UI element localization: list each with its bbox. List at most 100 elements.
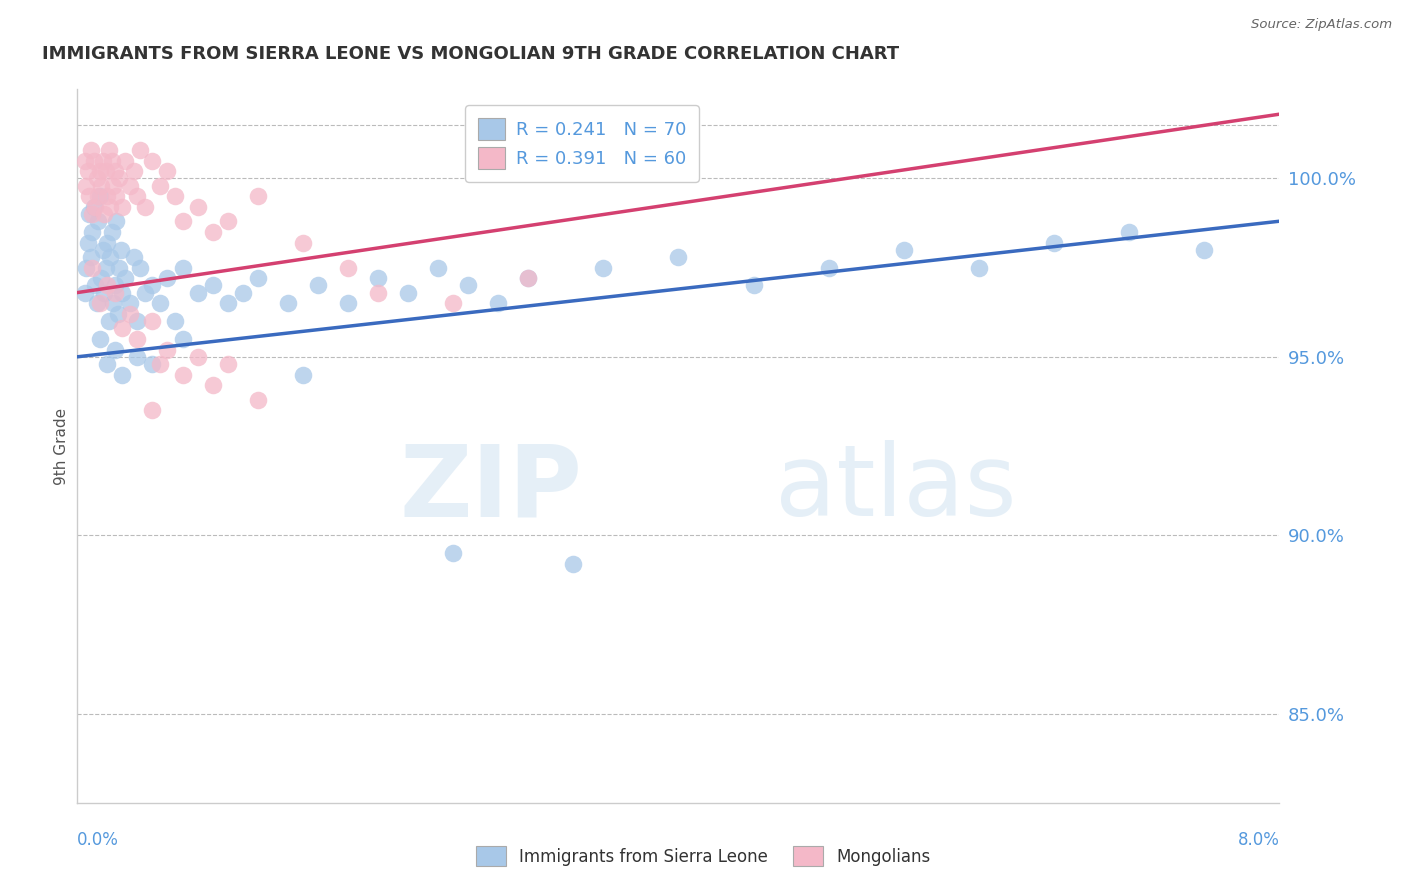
- Point: [105, 189, 128, 203]
- Text: Source: ZipAtlas.com: Source: ZipAtlas.com: [1251, 18, 1392, 31]
- Point: [73, 153, 96, 168]
- Point: [141, 314, 163, 328]
- Point: [141, 357, 163, 371]
- Point: [103, 296, 125, 310]
- Point: [967, 260, 990, 275]
- Point: [291, 235, 314, 250]
- Point: [82, 225, 104, 239]
- Point: [89, 332, 111, 346]
- Point: [246, 392, 269, 407]
- Point: [118, 307, 141, 321]
- Point: [127, 350, 149, 364]
- Point: [93, 207, 115, 221]
- Point: [80, 250, 103, 264]
- Point: [75, 260, 97, 275]
- Point: [742, 278, 765, 293]
- Point: [94, 164, 117, 178]
- Point: [668, 250, 690, 264]
- Point: [108, 171, 131, 186]
- Point: [118, 296, 141, 310]
- Point: [89, 164, 111, 178]
- Point: [149, 357, 172, 371]
- Point: [110, 243, 132, 257]
- Point: [277, 296, 299, 310]
- Point: [105, 214, 128, 228]
- Point: [104, 343, 127, 357]
- Point: [104, 278, 127, 293]
- Point: [246, 189, 269, 203]
- Point: [127, 332, 149, 346]
- Point: [100, 250, 122, 264]
- Point: [111, 321, 134, 335]
- Point: [129, 143, 152, 157]
- Point: [134, 285, 156, 300]
- Text: ZIP: ZIP: [399, 441, 582, 537]
- Point: [86, 171, 108, 186]
- Text: atlas: atlas: [775, 441, 1017, 537]
- Point: [100, 200, 122, 214]
- Point: [1043, 235, 1066, 250]
- Point: [94, 260, 117, 275]
- Point: [93, 285, 115, 300]
- Text: 8.0%: 8.0%: [1237, 831, 1279, 849]
- Point: [90, 271, 112, 285]
- Point: [1194, 243, 1216, 257]
- Point: [111, 285, 134, 300]
- Point: [96, 189, 118, 203]
- Point: [82, 260, 104, 275]
- Point: [201, 225, 224, 239]
- Point: [104, 285, 127, 300]
- Point: [163, 314, 186, 328]
- Point: [76, 164, 98, 178]
- Point: [89, 296, 111, 310]
- Point: [73, 285, 96, 300]
- Point: [108, 260, 131, 275]
- Point: [367, 285, 389, 300]
- Point: [101, 153, 124, 168]
- Point: [156, 164, 179, 178]
- Point: [97, 314, 120, 328]
- Point: [232, 285, 254, 300]
- Point: [172, 260, 194, 275]
- Point: [307, 278, 329, 293]
- Point: [111, 200, 134, 214]
- Point: [101, 225, 124, 239]
- Point: [517, 271, 540, 285]
- Point: [893, 243, 915, 257]
- Legend: R = 0.241   N = 70, R = 0.391   N = 60: R = 0.241 N = 70, R = 0.391 N = 60: [465, 105, 699, 182]
- Point: [90, 178, 112, 193]
- Point: [79, 189, 101, 203]
- Y-axis label: 9th Grade: 9th Grade: [53, 408, 69, 484]
- Point: [396, 285, 419, 300]
- Point: [134, 200, 156, 214]
- Point: [172, 214, 194, 228]
- Point: [127, 314, 149, 328]
- Point: [124, 250, 146, 264]
- Point: [457, 278, 479, 293]
- Legend: Immigrants from Sierra Leone, Mongolians: Immigrants from Sierra Leone, Mongolians: [467, 838, 939, 875]
- Point: [80, 143, 103, 157]
- Point: [114, 271, 136, 285]
- Point: [141, 403, 163, 417]
- Point: [562, 557, 585, 571]
- Point: [517, 271, 540, 285]
- Text: IMMIGRANTS FROM SIERRA LEONE VS MONGOLIAN 9TH GRADE CORRELATION CHART: IMMIGRANTS FROM SIERRA LEONE VS MONGOLIA…: [42, 45, 900, 62]
- Point: [114, 153, 136, 168]
- Point: [201, 278, 224, 293]
- Point: [149, 296, 172, 310]
- Point: [441, 296, 464, 310]
- Point: [1118, 225, 1140, 239]
- Point: [217, 214, 239, 228]
- Point: [129, 260, 152, 275]
- Point: [84, 278, 107, 293]
- Point: [91, 153, 114, 168]
- Point: [89, 189, 111, 203]
- Point: [96, 278, 118, 293]
- Point: [87, 214, 110, 228]
- Point: [336, 296, 359, 310]
- Point: [427, 260, 450, 275]
- Point: [83, 200, 105, 214]
- Text: 0.0%: 0.0%: [77, 831, 120, 849]
- Point: [217, 357, 239, 371]
- Point: [149, 178, 172, 193]
